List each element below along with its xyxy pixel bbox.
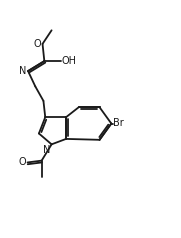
Text: N: N: [19, 66, 26, 76]
Text: O: O: [33, 39, 41, 49]
Text: Br: Br: [113, 118, 124, 128]
Text: O: O: [19, 158, 27, 168]
Text: N: N: [43, 145, 50, 155]
Text: OH: OH: [61, 56, 76, 66]
